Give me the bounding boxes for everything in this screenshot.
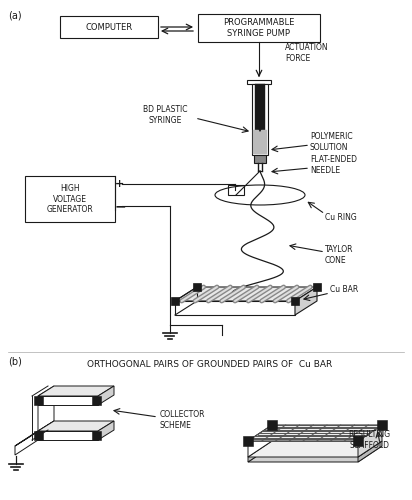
FancyBboxPatch shape xyxy=(313,283,321,291)
Text: COLLECTOR
SCHEME: COLLECTOR SCHEME xyxy=(160,410,206,430)
Polygon shape xyxy=(38,421,114,431)
FancyBboxPatch shape xyxy=(228,185,244,195)
Polygon shape xyxy=(175,287,317,301)
Text: +: + xyxy=(115,179,124,189)
Polygon shape xyxy=(15,431,38,455)
FancyBboxPatch shape xyxy=(243,436,253,446)
FancyBboxPatch shape xyxy=(353,436,363,446)
Text: TAYLOR
CONE: TAYLOR CONE xyxy=(325,246,353,264)
Polygon shape xyxy=(38,396,98,405)
FancyBboxPatch shape xyxy=(193,283,201,291)
Polygon shape xyxy=(38,431,98,440)
FancyBboxPatch shape xyxy=(255,84,265,130)
FancyBboxPatch shape xyxy=(254,155,266,163)
FancyBboxPatch shape xyxy=(25,176,115,222)
Polygon shape xyxy=(15,421,54,446)
FancyBboxPatch shape xyxy=(171,297,179,305)
FancyBboxPatch shape xyxy=(253,130,267,154)
Polygon shape xyxy=(248,425,272,457)
FancyBboxPatch shape xyxy=(34,396,43,405)
FancyBboxPatch shape xyxy=(247,80,271,84)
Polygon shape xyxy=(38,386,54,440)
Text: RESULTING
SCAFFOLD: RESULTING SCAFFOLD xyxy=(348,430,390,450)
Text: BD PLASTIC
SYRINGE: BD PLASTIC SYRINGE xyxy=(143,106,187,124)
Polygon shape xyxy=(175,301,295,315)
Text: PROGRAMMABLE
SYRINGE PUMP: PROGRAMMABLE SYRINGE PUMP xyxy=(223,18,295,38)
Text: POLYMERIC
SOLUTION: POLYMERIC SOLUTION xyxy=(310,132,353,152)
FancyBboxPatch shape xyxy=(198,14,320,42)
FancyBboxPatch shape xyxy=(92,396,101,405)
Text: −: − xyxy=(114,199,126,213)
FancyBboxPatch shape xyxy=(291,297,299,305)
Polygon shape xyxy=(248,441,382,457)
Polygon shape xyxy=(38,386,114,396)
FancyBboxPatch shape xyxy=(34,431,43,440)
Polygon shape xyxy=(248,425,382,441)
FancyBboxPatch shape xyxy=(252,84,268,155)
Polygon shape xyxy=(248,441,272,462)
Polygon shape xyxy=(248,446,382,462)
Text: (b): (b) xyxy=(8,357,22,367)
Text: Cu RING: Cu RING xyxy=(325,214,357,222)
FancyBboxPatch shape xyxy=(267,420,277,430)
Polygon shape xyxy=(358,425,382,457)
FancyBboxPatch shape xyxy=(92,431,101,440)
FancyBboxPatch shape xyxy=(60,16,158,38)
Text: (a): (a) xyxy=(8,10,21,20)
Text: Cu BAR: Cu BAR xyxy=(330,286,358,294)
Text: ACTUATION
FORCE: ACTUATION FORCE xyxy=(285,44,329,62)
Polygon shape xyxy=(358,441,382,462)
Text: HIGH
VOLTAGE
GENERATOR: HIGH VOLTAGE GENERATOR xyxy=(47,184,94,214)
Polygon shape xyxy=(295,287,317,315)
Text: FLAT-ENDED
NEEDLE: FLAT-ENDED NEEDLE xyxy=(310,156,357,174)
Text: ORTHOGONAL PAIRS OF GROUNDED PAIRS OF  Cu BAR: ORTHOGONAL PAIRS OF GROUNDED PAIRS OF Cu… xyxy=(87,360,332,369)
Polygon shape xyxy=(98,386,114,405)
Polygon shape xyxy=(98,421,114,440)
Text: COMPUTER: COMPUTER xyxy=(85,22,133,32)
Polygon shape xyxy=(32,430,54,440)
FancyBboxPatch shape xyxy=(377,420,387,430)
